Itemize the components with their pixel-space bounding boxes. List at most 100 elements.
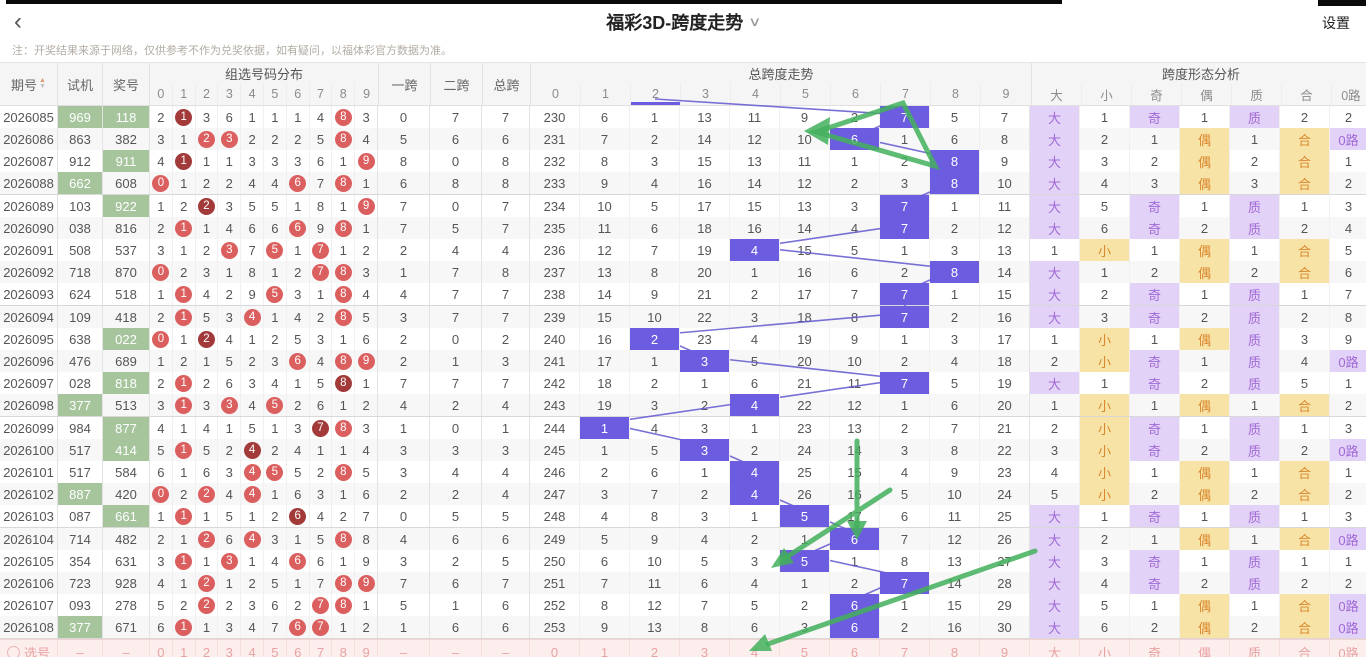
issue-cell: 2026104: [0, 528, 58, 550]
dist-cell: 8: [332, 283, 356, 305]
hit-digit-badge: 8: [334, 308, 352, 326]
trend-cell: 9: [630, 528, 680, 550]
footer-trend-cell[interactable]: 2: [630, 640, 680, 657]
page-title[interactable]: 福彩3D-跨度走势 ∨: [0, 0, 1366, 44]
footer-trend-cell[interactable]: 9: [980, 640, 1030, 657]
dist-cell: 6: [150, 616, 173, 638]
trend-cell: 16: [730, 217, 780, 239]
footer-dist-cell[interactable]: 3: [218, 640, 242, 657]
hit-digit-badge: 4: [243, 485, 261, 503]
footer-dist-cell[interactable]: 8: [332, 640, 356, 657]
trend-cell: 6: [680, 572, 730, 594]
span-total-cell: 6: [482, 594, 530, 616]
trend-cell: 4: [930, 350, 980, 372]
footer-dist-cell[interactable]: 7: [310, 640, 333, 657]
dist-cell: 6: [264, 217, 287, 239]
table-row: 2026108 377 671 6 1 1 3 4 7 6 7 1 2 1 6 6 253 9 13 8 6 3 6 2 16 3…: [0, 616, 1366, 639]
pattern-cell: 1: [1180, 106, 1230, 128]
back-icon[interactable]: ‹: [14, 8, 22, 35]
footer-trend-cell[interactable]: 4: [730, 640, 780, 657]
dist-header-col: 9: [363, 87, 371, 101]
footer-dist-cell[interactable]: 4: [241, 640, 264, 657]
pattern-cell: 6: [1330, 261, 1366, 283]
footer-trend-cell[interactable]: 7: [880, 640, 930, 657]
footer-trend-cell[interactable]: 8: [930, 640, 980, 657]
dist-cell: 7: [310, 616, 333, 638]
pattern-cell: 大: [1029, 505, 1080, 527]
dist-cell: 0: [150, 172, 173, 194]
select-checkbox[interactable]: [6, 646, 20, 657]
trend-cell: 17: [780, 283, 830, 305]
footer-pattern-cell[interactable]: 合: [1280, 640, 1330, 657]
footer-pattern-cell[interactable]: 小: [1080, 640, 1130, 657]
test-number-cell: 087: [58, 505, 103, 527]
footer-trend-cell[interactable]: 5: [780, 640, 830, 657]
trend-cell: 10: [830, 350, 880, 372]
trend-cell: 5: [630, 195, 680, 217]
pattern-cell: 1: [1130, 528, 1180, 550]
issue-cell: 2026088: [0, 172, 58, 194]
span2-cell: 7: [430, 306, 482, 328]
footer-trend-cell[interactable]: 0: [530, 640, 580, 657]
footer-dist-cell[interactable]: 6: [287, 640, 310, 657]
trend-cell: 10: [780, 128, 830, 150]
pattern-cell: 大: [1029, 172, 1080, 194]
sort-icon[interactable]: ▲ ▼: [39, 77, 46, 90]
dist-cell: 7: [310, 239, 333, 261]
footer-dist-cell[interactable]: 0: [150, 640, 173, 657]
footer-pattern-cell[interactable]: 奇: [1130, 640, 1180, 657]
dist-header-col: 7: [310, 83, 333, 105]
footer-dist-cell[interactable]: 2: [196, 640, 219, 657]
dist-cell: 2: [173, 594, 196, 616]
pattern-cell: 2: [1330, 106, 1366, 128]
footer-dist-cell[interactable]: 1: [173, 640, 196, 657]
dist-cell: 6: [150, 461, 173, 483]
select-label-text: 选号: [23, 646, 50, 657]
footer-trend-cell[interactable]: 1: [580, 640, 630, 657]
footer-pattern-cell[interactable]: 质: [1230, 640, 1280, 657]
dist-cell: 1: [287, 195, 310, 217]
footer-pattern-cell[interactable]: 0路: [1330, 640, 1366, 657]
pattern-cell: 1: [1280, 505, 1330, 527]
footer-trend-cell[interactable]: 3: [680, 640, 730, 657]
trend-cell: 1: [680, 372, 730, 394]
test-number-cell: 109: [58, 306, 103, 328]
footer-pattern-cell[interactable]: 偶: [1180, 640, 1230, 657]
trend-cell: 11: [630, 572, 680, 594]
table-row: 2026097 028 818 2 1 2 6 3 4 1 5 8 1 7 7 7 242 18 2 1 6 21 11 7 5…: [0, 372, 1366, 394]
hit-digit-badge: 9: [357, 352, 375, 370]
settings-button[interactable]: 设置: [1322, 15, 1350, 31]
prize-number-cell: 513: [103, 394, 150, 416]
dist-cell: 2: [173, 350, 196, 372]
dist-cell: 6: [310, 150, 333, 172]
trend-cell: 11: [780, 150, 830, 172]
trend-cell: 1: [930, 195, 980, 217]
pattern-cell: 2: [1280, 106, 1330, 128]
trend-cell: 6: [930, 394, 980, 416]
trend-cell: 19: [980, 372, 1030, 394]
trend-cell: 11: [980, 195, 1030, 217]
pattern-cell: 小: [1079, 417, 1130, 439]
trend-cell: 6: [630, 217, 680, 239]
pattern-cell: 大: [1029, 283, 1080, 305]
footer-dist-cell[interactable]: 9: [355, 640, 378, 657]
issue-cell: 2026085: [0, 106, 58, 128]
footer-dist-cell[interactable]: 5: [264, 640, 287, 657]
trend-cell: 6: [730, 616, 780, 638]
table-row: 2026094 109 418 2 1 5 3 4 1 4 2 8 5 3 7 7 239 15 10 22 3 18 8 7…: [0, 306, 1366, 328]
pattern-cell: 0路: [1329, 616, 1366, 638]
footer-trend-cell[interactable]: 6: [830, 640, 880, 657]
pattern-cell: 大: [1029, 261, 1080, 283]
dist-cell: 6: [218, 106, 242, 128]
pattern-cell: 1: [1130, 128, 1180, 150]
dist-cell: 1: [310, 283, 333, 305]
dist-header-col: 8: [332, 83, 356, 105]
dist-cell: 4: [310, 350, 333, 372]
dist-cell: 1: [173, 306, 196, 328]
pattern-cell: 2: [1180, 439, 1230, 461]
footer-pattern-cell[interactable]: 大: [1030, 640, 1080, 657]
trend-cell: 6: [829, 528, 880, 550]
trend-header-col: 1: [581, 83, 631, 105]
trend-cell: 4: [880, 461, 930, 483]
pattern-header-col: 奇: [1132, 83, 1182, 105]
